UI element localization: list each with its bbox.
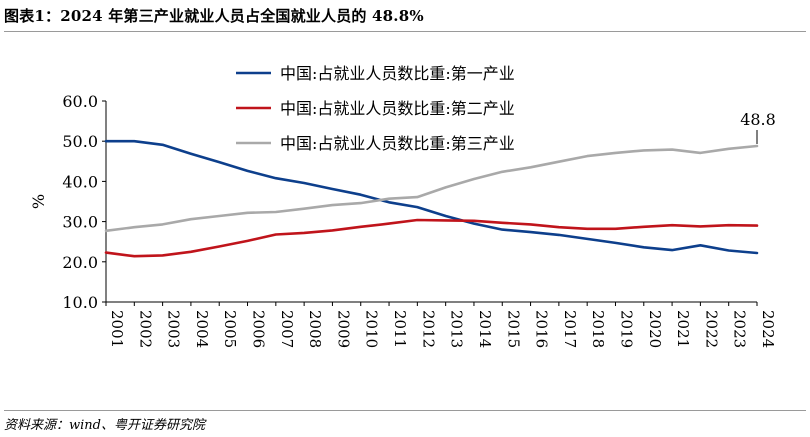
y-axis-label: %: [29, 194, 48, 209]
source-note: 资料来源：wind、粤开证券研究院: [4, 418, 205, 433]
x-tick-label: 2023: [731, 310, 749, 348]
annotations: 48.8: [740, 110, 776, 145]
x-tick-label: 2004: [193, 310, 211, 348]
x-tick-label: 2001: [108, 310, 126, 348]
y-tick-label: 20.0: [62, 253, 98, 272]
x-tick-label: 2005: [221, 310, 239, 348]
chart-axes: [102, 100, 758, 306]
x-tick-labels: 2001 2002 2003 2004 2005 2006 2007 2008 2009 2010…: [108, 310, 777, 348]
x-tick-label: 2017: [561, 310, 579, 348]
legend-label-1: 中国:占就业人员数比重:第一产业: [280, 64, 515, 83]
x-tick-label: 2009: [334, 310, 352, 348]
x-tick-label: 2011: [391, 310, 409, 348]
x-tick-label: 2020: [646, 310, 664, 348]
x-tick-label: 2018: [589, 310, 607, 348]
legend-label-3: 中国:占就业人员数比重:第三产业: [280, 134, 515, 153]
x-tick-label: 2010: [363, 310, 381, 348]
series-line-1: [104, 139, 759, 255]
legend-label-2: 中国:占就业人员数比重:第二产业: [280, 99, 515, 118]
x-tick-label: 2007: [278, 310, 296, 348]
x-tick-label: 2019: [617, 310, 635, 348]
x-tick-label: 2013: [448, 310, 466, 348]
series-line-3: [104, 144, 759, 233]
legend: 中国:占就业人员数比重:第一产业中国:占就业人员数比重:第二产业中国:占就业人员…: [236, 64, 515, 153]
y-tick-label: 40.0: [62, 172, 98, 191]
footer-divider: [4, 410, 806, 411]
x-tick-label: 2012: [419, 310, 437, 348]
y-tick-label: 60.0: [62, 92, 98, 111]
chart-title: 图表1：2024 年第三产业就业人员占全国就业人员的 48.8%: [4, 7, 424, 25]
series-line-2: [104, 218, 759, 258]
y-tick-label: 50.0: [62, 132, 98, 151]
header-divider: [4, 31, 806, 32]
x-tick-label: 2021: [674, 310, 692, 348]
y-tick-label: 30.0: [62, 213, 98, 232]
x-tick-label: 2003: [165, 310, 183, 348]
x-tick-label: 2016: [533, 310, 551, 348]
x-tick-label: 2014: [476, 310, 494, 348]
x-tick-label: 2015: [504, 310, 522, 348]
y-tick-labels: 10.0 20.0 30.0 40.0 50.0 60.0: [62, 92, 98, 312]
annotation-label-1: 48.8: [740, 110, 776, 129]
x-tick-label: 2022: [702, 310, 720, 348]
x-tick-label: 2006: [250, 310, 268, 348]
x-tick-label: 2002: [136, 310, 154, 348]
y-tick-label: 10.0: [62, 293, 98, 312]
x-tick-label: 2008: [306, 310, 324, 348]
series-lines: [104, 139, 759, 258]
x-tick-label: 2024: [759, 310, 777, 348]
